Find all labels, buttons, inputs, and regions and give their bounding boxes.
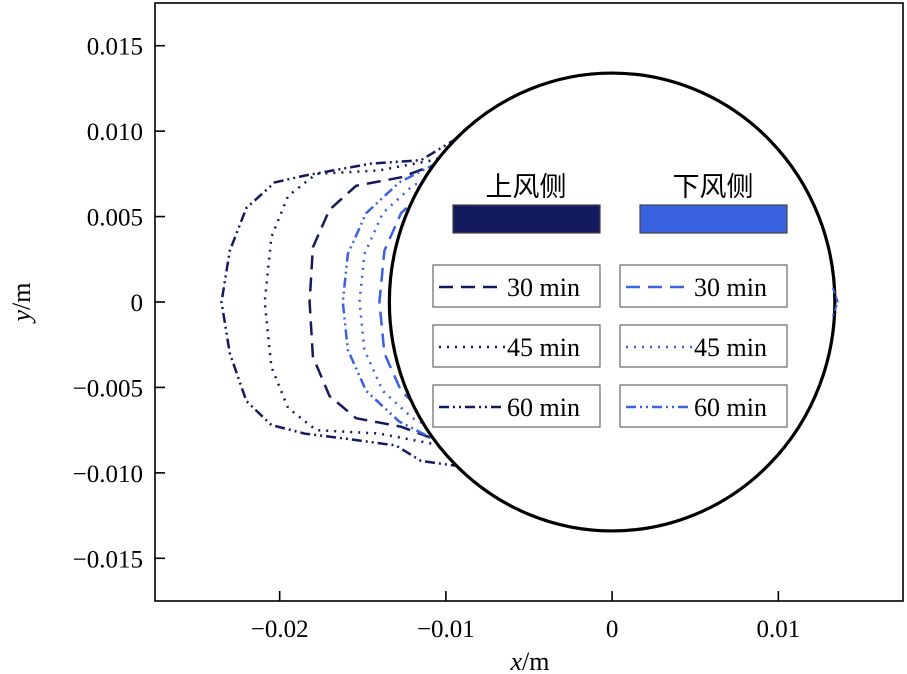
y-tick-label-6: −0.015 — [73, 546, 143, 573]
x-tick-label-3: 0.01 — [756, 616, 800, 643]
legend-entry-box-0-0 — [432, 264, 601, 308]
y-axis-label: y/m — [7, 283, 36, 325]
series-line-0 — [308, 143, 485, 461]
legend-entry-label-0-0: 30 min — [507, 273, 580, 302]
legend-entry-label-0-1: 45 min — [507, 333, 580, 362]
legend-entry-box-1-0 — [619, 264, 788, 308]
y-tick-label-2: 0.005 — [87, 205, 143, 232]
y-tick-label-4: −0.005 — [73, 375, 143, 402]
legend-entry-box-0-1 — [432, 324, 601, 368]
y-tick-label-0: 0.015 — [87, 34, 143, 61]
legend-entry-label-1-0: 30 min — [694, 273, 767, 302]
legend-group-title-0: 上风侧 — [486, 172, 567, 203]
legend: 上风侧 30 min 45 min 60 min 下风侧 30 min 45 min 60 m… — [432, 172, 788, 428]
axes: −0.02 −0.01 0 0.010.0150.0100.0050−0.005−0.… — [7, 34, 800, 674]
y-tick-label-3: 0 — [131, 290, 144, 317]
series-line-2 — [220, 136, 459, 468]
legend-entry-label-0-2: 60 min — [507, 393, 580, 422]
legend-entry-label-1-2: 60 min — [694, 393, 767, 422]
y-tick-label-1: 0.010 — [87, 119, 143, 146]
x-tick-label-2: 0 — [606, 616, 619, 643]
legend-group-swatch-1 — [639, 204, 788, 234]
legend-group-title-1: 下风侧 — [673, 172, 754, 203]
x-axis-label: x/m — [510, 647, 550, 674]
legend-entry-box-1-1 — [619, 324, 788, 368]
x-tick-label-1: −0.01 — [417, 616, 475, 643]
x-tick-label-0: −0.02 — [251, 616, 309, 643]
y-tick-label-5: −0.010 — [73, 461, 143, 488]
legend-group-swatch-0 — [452, 204, 601, 234]
legend-entry-label-1-1: 45 min — [694, 333, 767, 362]
cylinder-edge-trace — [831, 287, 839, 317]
